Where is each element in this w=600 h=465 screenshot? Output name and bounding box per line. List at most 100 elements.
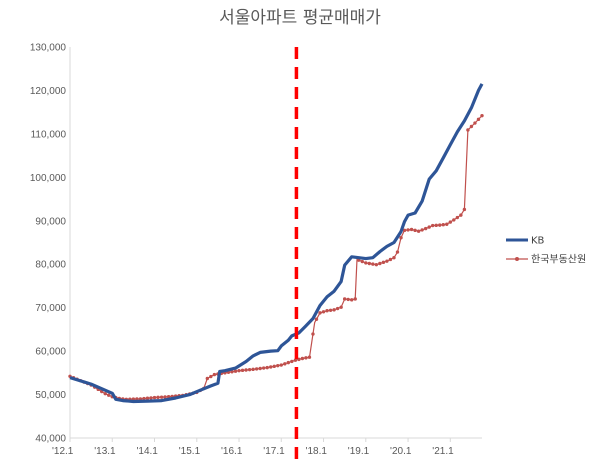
series-line-kb: [69, 83, 484, 404]
y-tick-label: 50,000: [35, 390, 66, 401]
series-point: [431, 223, 435, 228]
series-point: [353, 297, 357, 301]
x-tick-label: '19.1: [348, 446, 370, 457]
y-tick-label: 130,000: [30, 43, 67, 54]
x-tick-label: '13.1: [94, 446, 116, 457]
y-tick-label: 100,000: [30, 173, 67, 184]
series-point: [459, 213, 463, 217]
y-tick-label: 120,000: [30, 86, 67, 97]
series-point: [385, 259, 389, 263]
series-point: [378, 261, 382, 266]
series-point: [318, 311, 322, 315]
series-point: [149, 396, 153, 400]
y-tick-label: 90,000: [35, 216, 66, 227]
series-point: [209, 374, 213, 379]
series-markers: [68, 113, 484, 402]
series-point: [300, 356, 305, 361]
series-point: [476, 117, 481, 122]
series-point: [311, 332, 315, 336]
series-point: [233, 369, 238, 373]
series-point: [254, 367, 259, 371]
series-point: [244, 368, 248, 372]
series-point: [145, 396, 150, 400]
series-point: [230, 370, 234, 374]
series-point: [360, 259, 364, 264]
series-point: [339, 305, 343, 309]
y-tick-label: 80,000: [35, 260, 66, 271]
series-point: [480, 113, 484, 118]
series-point: [374, 262, 379, 267]
y-tick-label: 110,000: [31, 129, 67, 140]
series-point: [251, 367, 255, 372]
series-point: [103, 391, 107, 396]
series-point: [159, 395, 164, 399]
series-point: [321, 310, 326, 314]
series-point: [269, 365, 273, 369]
series-point: [438, 223, 442, 227]
y-axis: 40,000 50,000 60,000 70,000 80,000 90,000 100,…: [30, 43, 71, 445]
series-point: [427, 225, 431, 229]
x-axis: '12.1 '13.1 '14.1 '15.1 '16.1 '17.1 '18.1 '19.1…: [52, 437, 482, 457]
x-tick-label: '21.1: [432, 446, 454, 457]
series-point: [335, 306, 340, 311]
x-tick-label: '18.1: [306, 446, 328, 457]
x-tick-label: '16.1: [221, 446, 243, 457]
plot-area: [68, 47, 484, 460]
series-point: [107, 393, 111, 397]
series-point: [205, 376, 210, 381]
series-point: [290, 359, 294, 364]
series-point: [473, 121, 477, 125]
series-point: [462, 207, 467, 212]
series-line-rebuilt: [69, 115, 483, 400]
series-point: [448, 220, 453, 224]
series-point: [272, 364, 276, 369]
series-point: [420, 228, 424, 232]
series-point: [314, 317, 319, 321]
y-tick-label: 60,000: [35, 347, 66, 358]
series-point: [342, 297, 347, 301]
series-point: [367, 261, 372, 266]
series-point: [423, 226, 428, 231]
series-point: [247, 367, 252, 372]
series-point: [452, 218, 456, 222]
x-tick-label: '12.1: [52, 446, 74, 457]
series-point: [307, 355, 312, 359]
series-point: [293, 358, 298, 362]
series-point: [441, 222, 445, 227]
series-point: [406, 228, 410, 232]
series-point: [409, 227, 414, 232]
series-point: [413, 228, 417, 233]
series-point: [261, 366, 266, 370]
y-tick-label: 40,000: [35, 434, 66, 445]
series-point: [392, 256, 396, 260]
series-point: [332, 308, 336, 312]
series-point: [142, 396, 146, 401]
series-point: [402, 228, 407, 233]
series-point: [350, 298, 354, 302]
series-point: [395, 250, 400, 254]
series-point: [371, 262, 375, 266]
series-point: [258, 366, 262, 371]
series-point: [445, 222, 449, 226]
legend-marker-rebuilt: [515, 257, 519, 261]
y-tick-label: 70,000: [35, 303, 66, 314]
series-point: [434, 223, 438, 228]
series-point: [346, 297, 350, 302]
series-point: [156, 395, 160, 400]
x-tick-label: '14.1: [137, 446, 159, 457]
series-point: [265, 365, 269, 370]
series-point: [399, 236, 403, 240]
x-tick-label: '20.1: [390, 446, 412, 457]
series-point: [466, 128, 470, 132]
series-point: [212, 372, 217, 377]
series-point: [364, 261, 368, 265]
series-point: [276, 363, 280, 368]
series-point: [328, 308, 333, 312]
series-point: [388, 257, 393, 262]
series-point: [279, 363, 283, 367]
x-tick-label: '15.1: [179, 446, 201, 457]
series-point: [381, 260, 386, 265]
series-point: [455, 215, 460, 220]
legend-label-rebuilt: 한국부동산원: [531, 254, 586, 266]
